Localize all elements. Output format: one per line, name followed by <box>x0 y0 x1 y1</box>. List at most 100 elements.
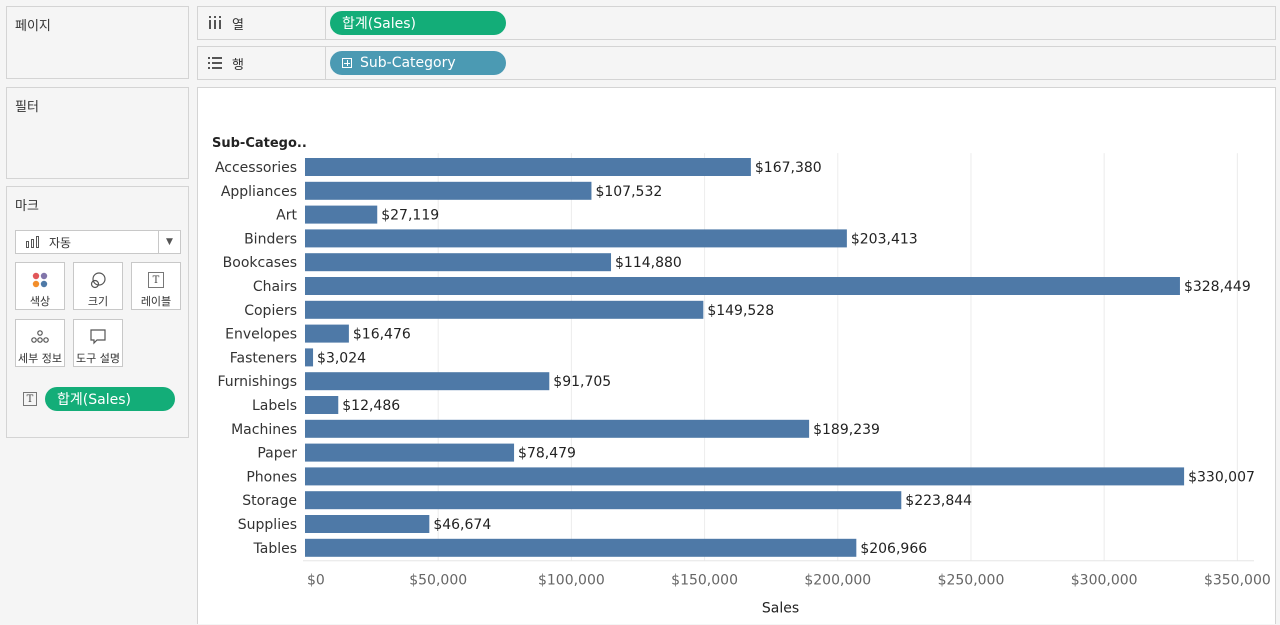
data-label: $46,674 <box>433 517 491 533</box>
data-label: $78,479 <box>518 446 576 462</box>
category-label: Paper <box>257 446 297 462</box>
bar <box>305 277 1180 295</box>
filters-shelf[interactable]: 필터 <box>6 87 189 179</box>
category-label: Binders <box>244 231 297 247</box>
data-label: $223,844 <box>905 493 972 509</box>
bar <box>305 324 349 343</box>
expand-plus-icon[interactable] <box>342 58 352 68</box>
rows-shelf[interactable]: 행 Sub-Category <box>197 46 1276 80</box>
bar <box>305 348 314 367</box>
columns-shelf[interactable]: 열 합계(Sales) <box>197 6 1276 40</box>
category-label: Chairs <box>253 279 297 295</box>
size-icon <box>89 269 107 291</box>
tooltip-label: 도구 설명 <box>76 352 120 365</box>
category-label: Supplies <box>238 517 297 533</box>
data-label: $16,476 <box>353 327 411 343</box>
category-label: Furnishings <box>217 374 297 390</box>
data-label: $114,880 <box>615 255 682 271</box>
data-label: $206,966 <box>860 541 927 557</box>
x-axis-title: Sales <box>762 601 799 617</box>
tooltip-icon <box>89 326 107 348</box>
tooltip-button[interactable]: 도구 설명 <box>73 319 123 367</box>
filters-title: 필터 <box>15 100 39 115</box>
x-tick-label: $200,000 <box>804 573 871 589</box>
category-label: Phones <box>246 469 297 485</box>
category-label: Copiers <box>244 303 297 319</box>
data-label: $3,024 <box>317 350 366 366</box>
data-label: $167,380 <box>755 160 822 176</box>
label-label: 레이블 <box>140 295 172 308</box>
x-tick-label: $300,000 <box>1071 573 1138 589</box>
rows-shelf-label-area: 행 <box>198 47 326 79</box>
data-label: $27,119 <box>381 208 439 224</box>
text-icon: T <box>23 392 37 406</box>
data-label: $12,486 <box>342 398 400 414</box>
columns-sales-pill[interactable]: 합계(Sales) <box>330 11 506 35</box>
marks-text-field: T 합계(Sales) <box>23 387 175 411</box>
data-label: $189,239 <box>813 422 880 438</box>
data-label: $91,705 <box>553 374 611 390</box>
data-label: $330,007 <box>1188 469 1255 485</box>
marks-title: 마크 <box>15 199 39 214</box>
size-button[interactable]: 크기 <box>73 262 123 310</box>
text-icon: T <box>148 269 164 291</box>
category-label: Tables <box>253 541 298 557</box>
detail-label: 세부 정보 <box>18 352 62 365</box>
bar <box>305 158 751 176</box>
category-label: Storage <box>242 493 297 509</box>
x-tick-label: $0 <box>307 573 325 589</box>
bar <box>305 396 339 414</box>
bar <box>305 515 430 533</box>
detail-dots-icon <box>30 326 50 348</box>
category-label: Art <box>276 208 297 224</box>
rows-subcategory-pill[interactable]: Sub-Category <box>330 51 506 75</box>
x-tick-label: $250,000 <box>938 573 1005 589</box>
rows-pill-label: Sub-Category <box>360 55 456 71</box>
data-label: $328,449 <box>1184 279 1251 295</box>
rows-label: 행 <box>232 57 244 73</box>
columns-label: 열 <box>232 17 244 33</box>
bar <box>305 419 810 438</box>
chevron-down-icon[interactable]: ▼ <box>158 231 180 253</box>
bar <box>305 253 612 272</box>
viz-canvas: Sub-Catego.. Accessories $167,380 Appliance… <box>197 87 1276 624</box>
label-button[interactable]: T 레이블 <box>131 262 181 310</box>
color-button[interactable]: 색상 <box>15 262 65 310</box>
bar <box>305 372 550 391</box>
bar <box>305 300 704 319</box>
x-tick-label: $100,000 <box>538 573 605 589</box>
color-palette-icon <box>31 269 49 291</box>
category-label: Labels <box>252 398 297 414</box>
size-label: 크기 <box>87 295 109 308</box>
bar <box>305 205 378 224</box>
rows-icon <box>206 57 224 69</box>
data-label: $203,413 <box>851 231 918 247</box>
columns-icon <box>206 16 224 30</box>
category-label: Bookcases <box>223 255 297 271</box>
bar <box>305 491 902 510</box>
bar <box>305 443 515 462</box>
bar <box>305 181 592 200</box>
marks-sales-pill[interactable]: 합계(Sales) <box>45 387 175 411</box>
category-label: Accessories <box>215 160 297 176</box>
columns-shelf-label-area: 열 <box>198 7 326 39</box>
data-label: $107,532 <box>595 184 662 200</box>
x-tick-label: $50,000 <box>409 573 467 589</box>
mark-type-dropdown[interactable]: 자동 ▼ <box>15 230 181 254</box>
category-label: Appliances <box>221 184 297 200</box>
pages-shelf[interactable]: 페이지 <box>6 6 189 79</box>
bar-chart-icon <box>26 236 41 248</box>
x-tick-label: $150,000 <box>671 573 738 589</box>
marks-card-panel: 마크 자동 ▼ 색상 크기 T 레이블 <box>6 186 189 438</box>
category-label: Machines <box>231 422 297 438</box>
bar <box>305 538 857 557</box>
data-label: $149,528 <box>707 303 774 319</box>
bar <box>305 229 847 248</box>
x-tick-label: $350,000 <box>1204 573 1271 589</box>
bar-chart: Sub-Catego.. Accessories $167,380 Appliance… <box>212 136 1271 617</box>
color-label: 색상 <box>29 295 51 308</box>
detail-button[interactable]: 세부 정보 <box>15 319 65 367</box>
mark-type-label: 자동 <box>49 235 72 250</box>
bar <box>305 467 1185 486</box>
row-header: Sub-Catego.. <box>212 136 307 151</box>
